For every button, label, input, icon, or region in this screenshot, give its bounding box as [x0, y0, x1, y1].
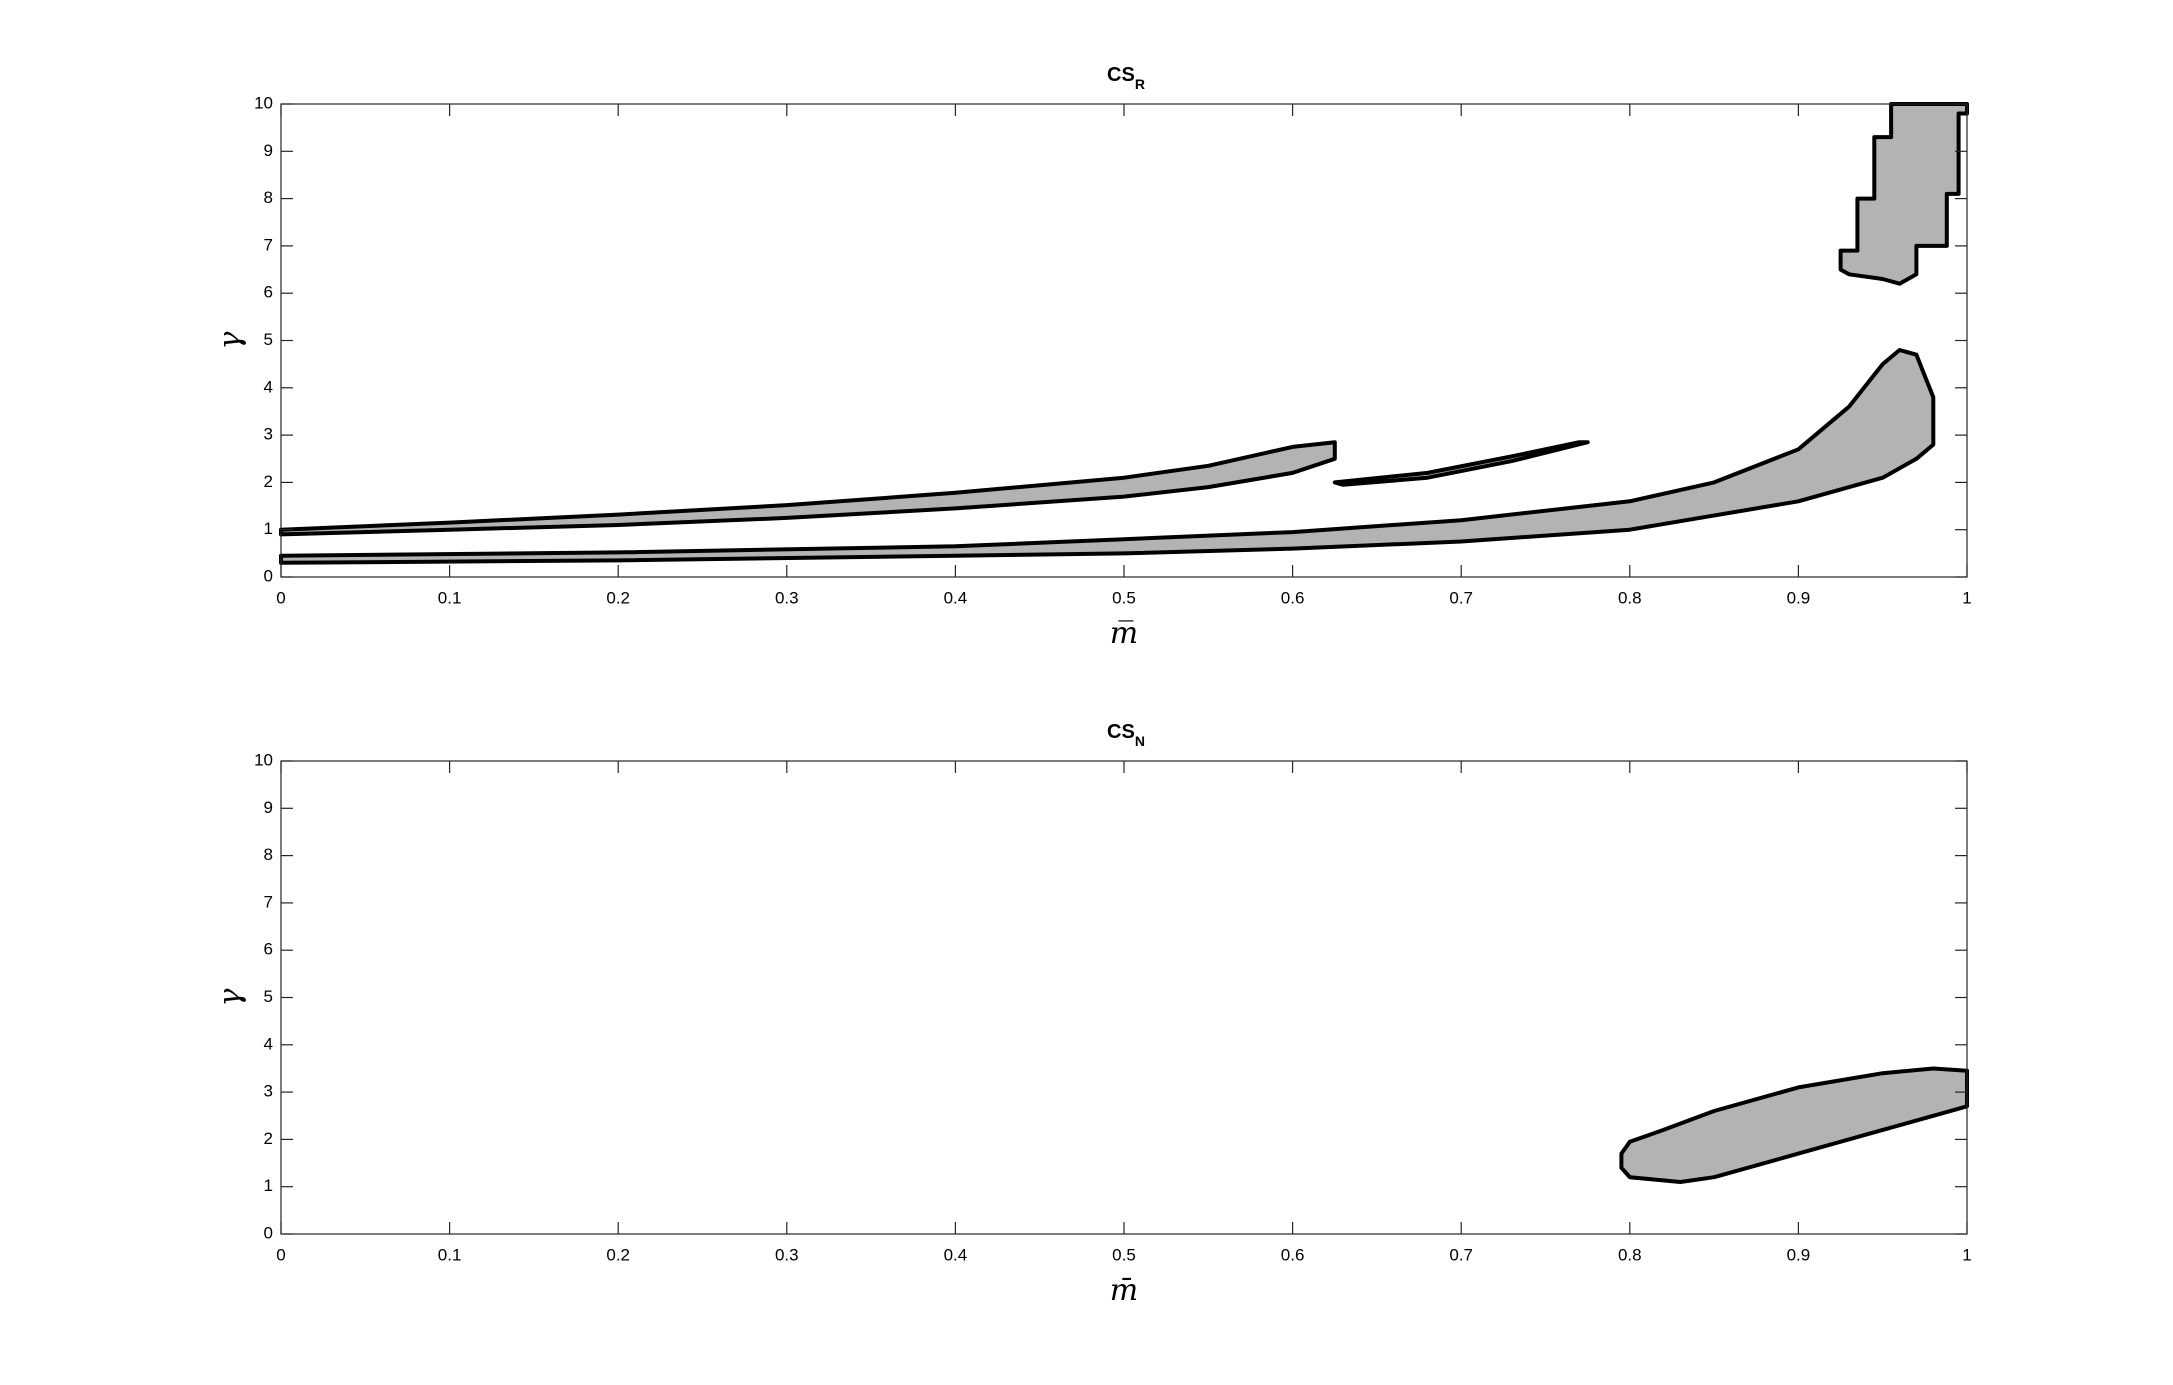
- y-axis-label: γ: [213, 988, 248, 1006]
- x-tick-label: 0.6: [1281, 588, 1305, 607]
- x-axis-label: m̅: [1110, 616, 1138, 651]
- y-tick-label: 5: [264, 987, 273, 1006]
- axes: 0 0.1 0.2 0.3 0.4 0.5 0.6 0.7 0.8 0.9 101234567891…: [213, 64, 1972, 651]
- x-tick-label: 1: [1962, 588, 1971, 607]
- y-tick-label: 10: [254, 93, 273, 112]
- x-tick-label: 0.7: [1449, 588, 1473, 607]
- chart-title: CSN: [1107, 721, 1145, 748]
- x-tick-label: 0.9: [1787, 1245, 1811, 1264]
- x-tick-label: 0.3: [775, 1245, 799, 1264]
- region: [1838, 102, 1969, 286]
- x-tick-label: 0.5: [1112, 1245, 1136, 1264]
- y-tick-label: 4: [264, 377, 273, 396]
- x-tick-label: 0: [276, 588, 285, 607]
- x-tick-label: 0.2: [606, 1245, 630, 1264]
- x-tick-label: 0.3: [775, 588, 799, 607]
- title-subscript: N: [1135, 733, 1145, 749]
- x-tick-label: 0.9: [1787, 588, 1811, 607]
- x-tick-label: 0.6: [1281, 1245, 1305, 1264]
- x-axis-label: m̄: [1110, 1273, 1138, 1308]
- y-tick-label: 10: [254, 750, 273, 769]
- x-tick-label: 0.2: [606, 588, 630, 607]
- chart-title: CSR: [1107, 64, 1145, 91]
- y-tick-label: 0: [264, 1223, 273, 1242]
- axes: 0 0.1 0.2 0.3 0.4 0.5 0.6 0.7 0.8 0.9 101234567891…: [213, 721, 1972, 1308]
- x-tick-label: 0.1: [438, 1245, 462, 1264]
- y-tick-label: 6: [264, 283, 273, 302]
- x-tick-label: 0.4: [944, 1245, 968, 1264]
- x-tick-label: 1: [1962, 1245, 1971, 1264]
- y-tick-label: 9: [264, 798, 273, 817]
- x-tick-label: 0.8: [1618, 588, 1642, 607]
- y-tick-label: 1: [264, 519, 273, 538]
- y-tick-label: 8: [264, 845, 273, 864]
- x-tick-label: 0.5: [1112, 588, 1136, 607]
- y-tick-label: 2: [264, 472, 273, 491]
- region: [279, 348, 1936, 565]
- region: [279, 440, 1337, 537]
- x-tick-label: 0.1: [438, 588, 462, 607]
- y-tick-label: 6: [264, 940, 273, 959]
- y-tick-label: 3: [264, 425, 273, 444]
- y-tick-label: 7: [264, 235, 273, 254]
- y-axis-label: γ: [213, 331, 248, 349]
- title-subscript: R: [1135, 76, 1145, 92]
- x-tick-label: 0.7: [1449, 1245, 1473, 1264]
- x-tick-label: 0: [276, 1245, 285, 1264]
- y-tick-label: 4: [264, 1034, 273, 1053]
- y-tick-label: 2: [264, 1129, 273, 1148]
- y-tick-label: 0: [264, 566, 273, 585]
- y-tick-label: 8: [264, 188, 273, 207]
- region: [1332, 440, 1590, 487]
- y-tick-label: 3: [264, 1082, 273, 1101]
- y-tick-label: 7: [264, 892, 273, 911]
- y-tick-label: 1: [264, 1176, 273, 1195]
- title-text: CS: [1107, 64, 1135, 86]
- y-tick-label: 5: [264, 330, 273, 349]
- y-tick-label: 9: [264, 141, 273, 160]
- x-tick-label: 0.4: [944, 588, 968, 607]
- title-text: CS: [1107, 721, 1135, 743]
- x-tick-label: 0.8: [1618, 1245, 1642, 1264]
